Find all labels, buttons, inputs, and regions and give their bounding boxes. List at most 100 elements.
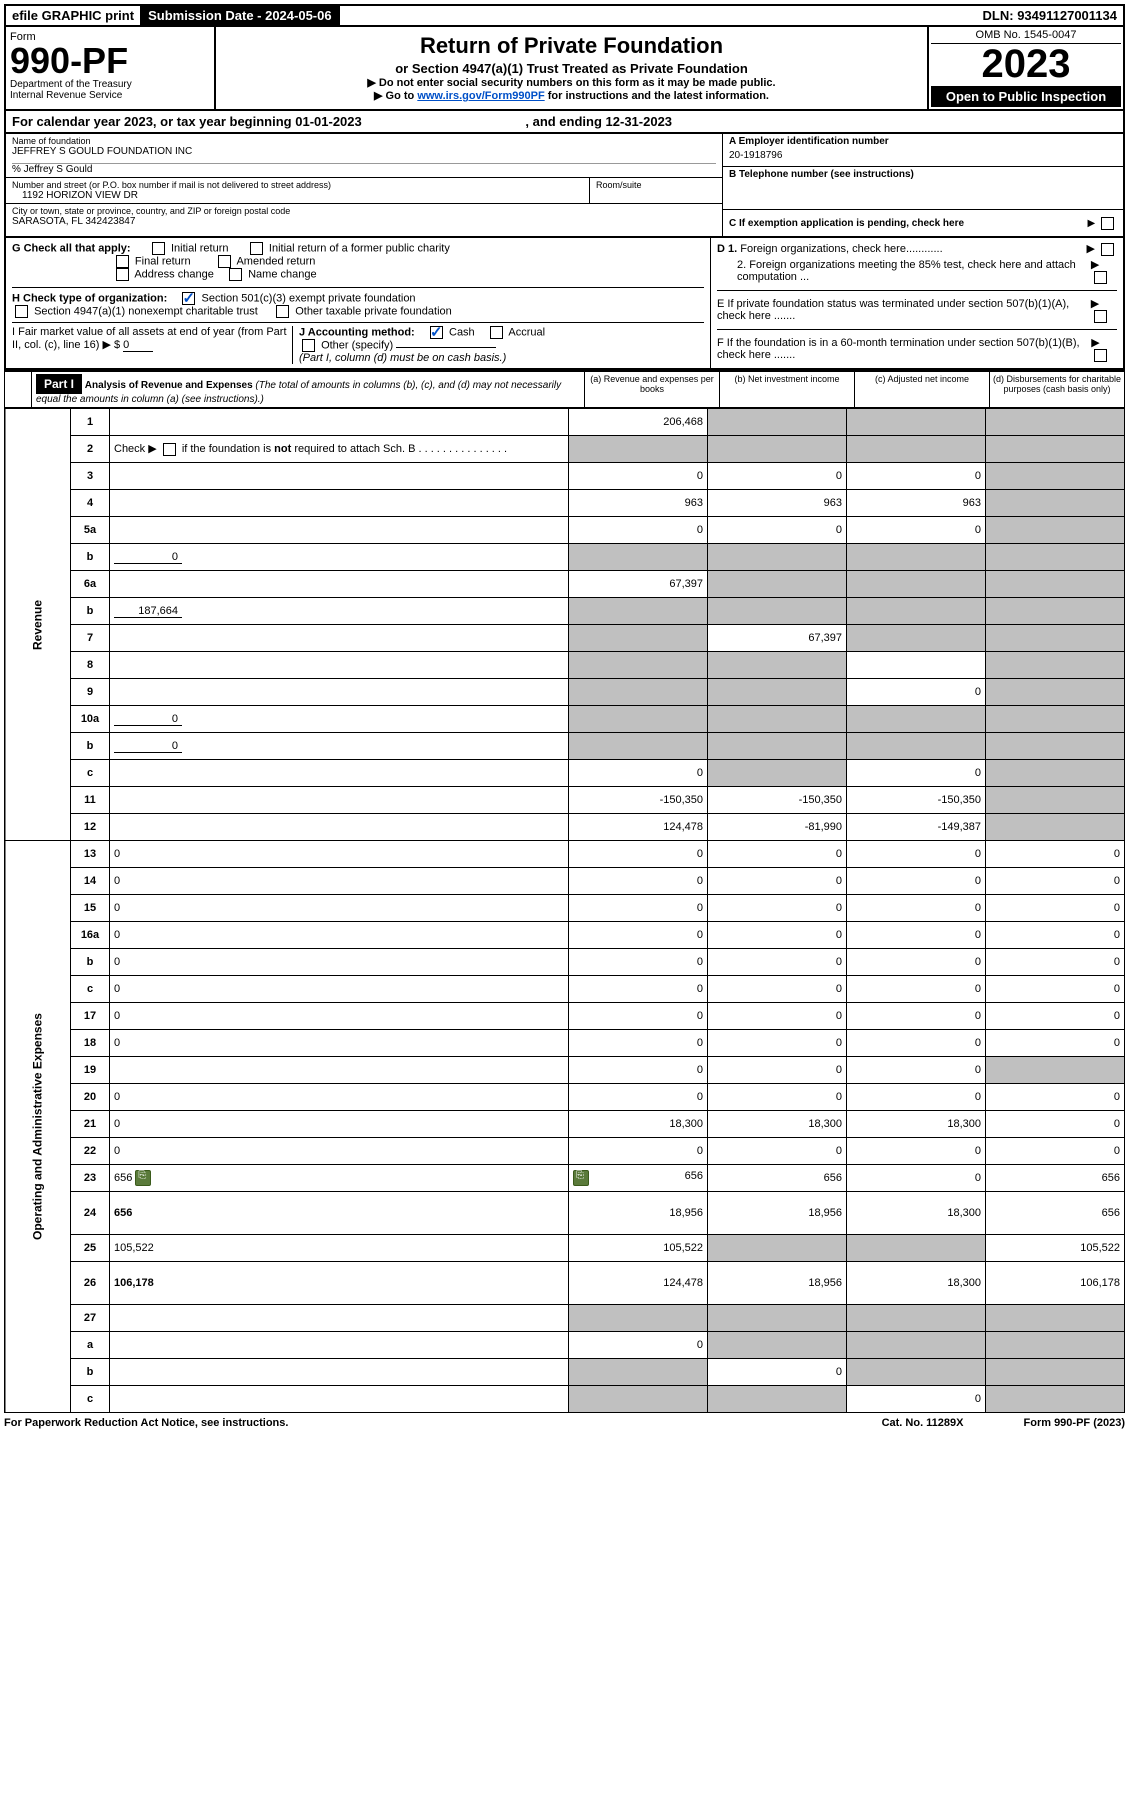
c-arrow: ▶	[1088, 217, 1117, 230]
col-c-value: 0	[847, 1386, 986, 1413]
col-d-value	[986, 1386, 1125, 1413]
check-section: G Check all that apply: Initial return I…	[4, 238, 1125, 370]
c-checkbox[interactable]	[1101, 217, 1114, 230]
j-cash-chk[interactable]	[430, 326, 443, 339]
line-desc: 0	[110, 976, 569, 1003]
table-row: b00000	[5, 949, 1125, 976]
line-number: c	[71, 760, 110, 787]
city-cell: City or town, state or province, country…	[6, 204, 722, 230]
col-c-value: -149,387	[847, 814, 986, 841]
main-table: Revenue1206,4682Check ▶ if the foundatio…	[4, 408, 1125, 1413]
table-row: 12124,478-81,990-149,387	[5, 814, 1125, 841]
h-4947-chk[interactable]	[15, 305, 28, 318]
col-d-hdr: (d) Disbursements for charitable purpose…	[989, 372, 1124, 407]
cal-pre: For calendar year 2023, or tax year begi…	[12, 114, 295, 129]
line-number: 15	[71, 895, 110, 922]
col-d-value	[986, 409, 1125, 436]
col-a-value: 124,478	[569, 1262, 708, 1305]
col-b-value	[708, 706, 847, 733]
col-b-value	[708, 1235, 847, 1262]
attach-icon[interactable]	[573, 1170, 589, 1186]
efile-label: efile GRAPHIC print	[6, 6, 142, 25]
col-a-value: 0	[569, 463, 708, 490]
line-number: 13	[71, 841, 110, 868]
d2-checkbox[interactable]	[1094, 271, 1107, 284]
line-number: 19	[71, 1057, 110, 1084]
line-desc	[110, 1386, 569, 1413]
col-b-value: 0	[708, 922, 847, 949]
h-4947: Section 4947(a)(1) nonexempt charitable …	[34, 305, 258, 317]
table-row: 2465618,95618,95618,300656	[5, 1192, 1125, 1235]
col-b-value	[708, 571, 847, 598]
table-row: a0	[5, 1332, 1125, 1359]
col-a-value: 0	[569, 1003, 708, 1030]
line-number: 22	[71, 1138, 110, 1165]
col-c-value: 0	[847, 1057, 986, 1084]
cal-begin: 01-01-2023	[295, 114, 362, 129]
line-desc	[110, 409, 569, 436]
col-c-value	[847, 1305, 986, 1332]
g-initial-chk[interactable]	[152, 242, 165, 255]
table-row: 1800000	[5, 1030, 1125, 1057]
col-a-value: 0	[569, 760, 708, 787]
line-desc	[110, 517, 569, 544]
line-number: 20	[71, 1084, 110, 1111]
table-row: c00000	[5, 976, 1125, 1003]
col-d-value	[986, 544, 1125, 571]
d2-row: 2. Foreign organizations meeting the 85%…	[717, 258, 1117, 284]
line-number: 6a	[71, 571, 110, 598]
col-c-value: 18,300	[847, 1262, 986, 1305]
g-final-chk[interactable]	[116, 255, 129, 268]
table-row: b0	[5, 1359, 1125, 1386]
g-amended-chk[interactable]	[218, 255, 231, 268]
d1-checkbox[interactable]	[1101, 243, 1114, 256]
j-other: Other (specify)	[321, 339, 393, 351]
attach-icon[interactable]	[135, 1170, 151, 1186]
col-a-value: 0	[569, 517, 708, 544]
line-number: 12	[71, 814, 110, 841]
form-link[interactable]: www.irs.gov/Form990PF	[417, 90, 544, 102]
col-b-value: 0	[708, 463, 847, 490]
col-a-value	[569, 679, 708, 706]
header-left: Form 990-PF Department of the Treasury I…	[6, 27, 216, 109]
line-number: 9	[71, 679, 110, 706]
col-a-value: 0	[569, 895, 708, 922]
col-a-value: 0	[569, 1057, 708, 1084]
col-b-value	[708, 679, 847, 706]
col-b-value: 67,397	[708, 625, 847, 652]
h-other-chk[interactable]	[276, 305, 289, 318]
line-number: 27	[71, 1305, 110, 1332]
col-d-value: 106,178	[986, 1262, 1125, 1305]
table-row: 10a 0	[5, 706, 1125, 733]
h-501-chk[interactable]	[182, 292, 195, 305]
h-row: H Check type of organization: Section 50…	[12, 287, 704, 318]
table-row: 8	[5, 652, 1125, 679]
f-checkbox[interactable]	[1094, 349, 1107, 362]
line-desc	[110, 1057, 569, 1084]
line-desc: 0	[110, 1084, 569, 1111]
line-desc	[110, 814, 569, 841]
j-accrual-chk[interactable]	[490, 326, 503, 339]
addr-cell: Number and street (or P.O. box number if…	[6, 178, 722, 204]
line-desc: 0	[110, 949, 569, 976]
g-former-chk[interactable]	[250, 242, 263, 255]
col-b-value	[708, 1305, 847, 1332]
e-checkbox[interactable]	[1094, 310, 1107, 323]
col-b-value: 0	[708, 949, 847, 976]
g-name-chk[interactable]	[229, 268, 242, 281]
g-row: G Check all that apply: Initial return I…	[12, 242, 704, 281]
dept-2: Internal Revenue Service	[10, 90, 210, 101]
col-d-value	[986, 571, 1125, 598]
line-number: b	[71, 598, 110, 625]
col-b-value: 0	[708, 1084, 847, 1111]
e-row: E If private foundation status was termi…	[717, 290, 1117, 329]
j-other-chk[interactable]	[302, 339, 315, 352]
g-address-chk[interactable]	[116, 268, 129, 281]
table-row: 1400000	[5, 868, 1125, 895]
col-b-value: 18,300	[708, 1111, 847, 1138]
instr2-post: for instructions and the latest informat…	[545, 90, 769, 102]
col-d-value: 0	[986, 976, 1125, 1003]
col-a-value: 963	[569, 490, 708, 517]
cal-mid: , and ending	[525, 114, 605, 129]
d1-row: D 1. Foreign organizations, check here..…	[717, 242, 1117, 256]
